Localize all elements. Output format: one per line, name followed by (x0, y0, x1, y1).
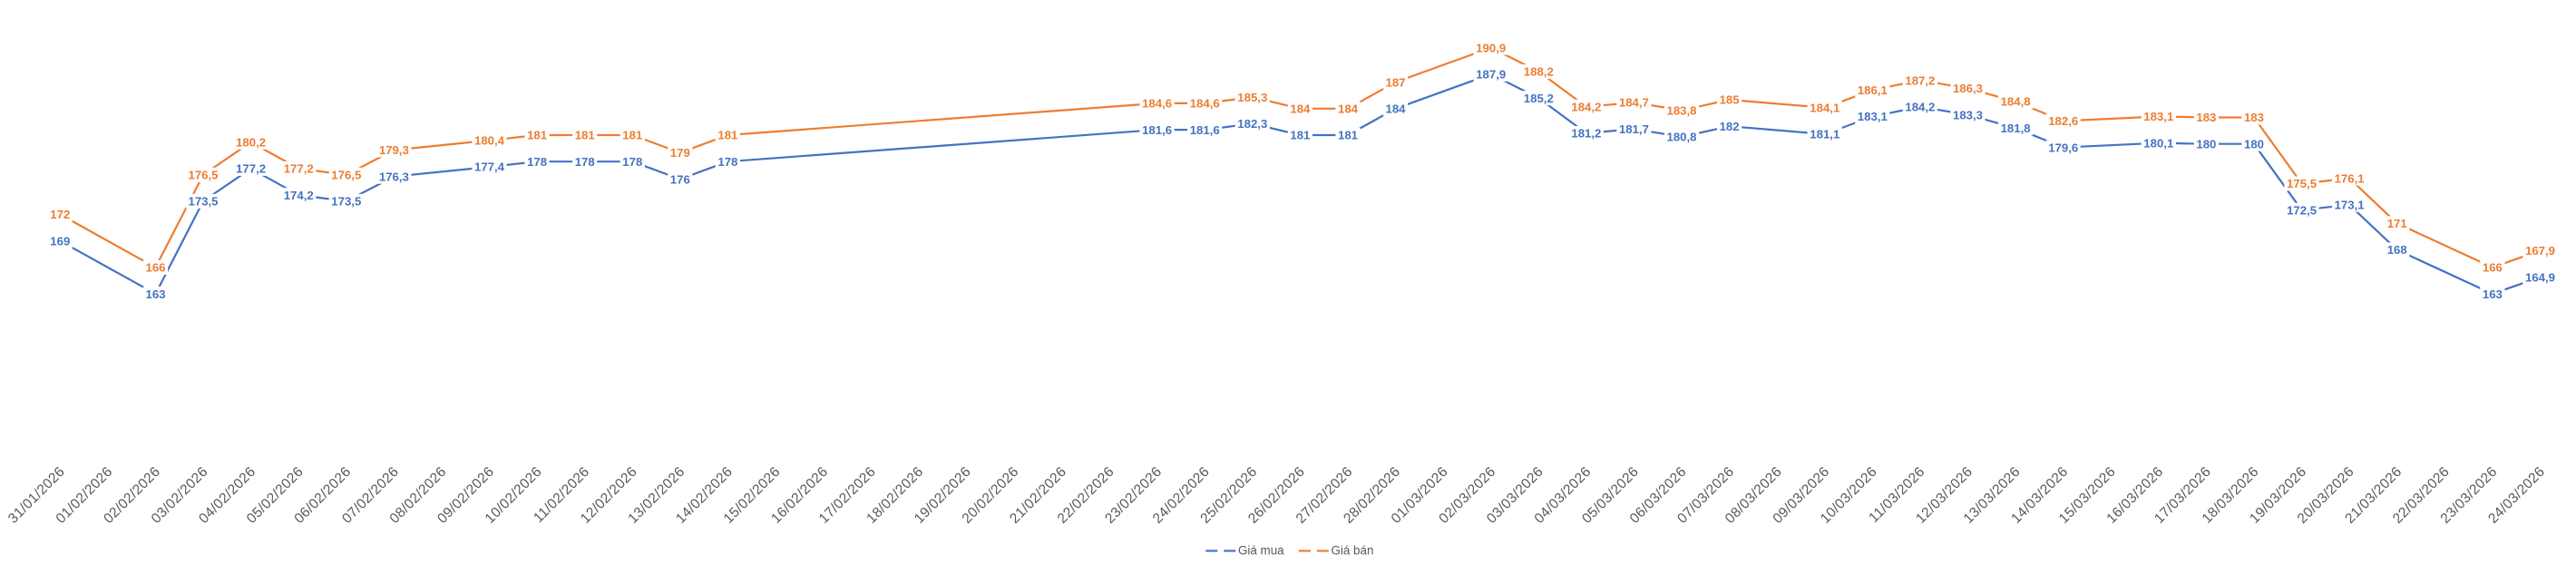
svg-text:190,9: 190,9 (1476, 41, 1506, 54)
svg-text:181,1: 181,1 (1810, 128, 1839, 141)
svg-text:185,2: 185,2 (1524, 92, 1554, 105)
svg-text:186,3: 186,3 (1953, 82, 1983, 95)
svg-text:178: 178 (575, 155, 595, 169)
svg-text:184,6: 184,6 (1190, 97, 1220, 111)
svg-text:184,6: 184,6 (1142, 97, 1172, 111)
svg-text:186,1: 186,1 (1858, 83, 1888, 97)
svg-text:176: 176 (670, 172, 690, 186)
svg-text:164,9: 164,9 (2525, 270, 2555, 284)
svg-text:179: 179 (670, 146, 690, 160)
svg-text:Giá mua: Giá mua (1238, 544, 1284, 558)
svg-text:169: 169 (50, 234, 70, 248)
svg-text:163: 163 (2483, 287, 2503, 301)
svg-text:176,3: 176,3 (379, 170, 409, 183)
svg-text:181: 181 (575, 129, 595, 142)
svg-text:177,4: 177,4 (474, 160, 505, 174)
svg-text:179,6: 179,6 (2048, 141, 2078, 154)
svg-text:183: 183 (2244, 111, 2264, 124)
svg-text:166: 166 (2483, 261, 2503, 275)
svg-text:181: 181 (1338, 129, 1358, 142)
svg-text:181,6: 181,6 (1142, 123, 1172, 137)
svg-text:167,9: 167,9 (2525, 244, 2555, 258)
svg-text:181: 181 (622, 129, 642, 142)
svg-text:183,3: 183,3 (1953, 108, 1983, 122)
svg-text:184: 184 (1385, 102, 1406, 116)
svg-text:177,2: 177,2 (284, 162, 314, 176)
svg-text:181,7: 181,7 (1619, 122, 1649, 136)
svg-text:Giá bán: Giá bán (1332, 544, 1374, 558)
svg-text:181: 181 (1290, 129, 1310, 142)
svg-text:185: 185 (1720, 93, 1740, 107)
svg-text:184,2: 184,2 (1905, 101, 1935, 114)
svg-text:181: 181 (527, 129, 547, 142)
svg-text:166: 166 (145, 261, 165, 275)
svg-text:173,5: 173,5 (188, 195, 218, 209)
svg-text:185,3: 185,3 (1237, 91, 1267, 104)
svg-text:176,1: 176,1 (2335, 171, 2365, 185)
svg-text:163: 163 (145, 287, 165, 301)
svg-text:171: 171 (2387, 217, 2407, 230)
svg-text:168: 168 (2387, 243, 2407, 257)
svg-text:178: 178 (717, 155, 737, 169)
svg-text:184,1: 184,1 (1810, 102, 1839, 115)
svg-text:176,5: 176,5 (331, 169, 361, 182)
svg-text:184,8: 184,8 (2001, 95, 2031, 109)
svg-text:172: 172 (50, 208, 70, 221)
svg-text:175,5: 175,5 (2287, 177, 2317, 190)
svg-text:187: 187 (1385, 75, 1405, 89)
svg-text:183: 183 (2196, 111, 2216, 124)
svg-text:173,5: 173,5 (331, 195, 361, 209)
svg-text:181,2: 181,2 (1571, 127, 1601, 141)
svg-text:172,5: 172,5 (2287, 203, 2317, 217)
svg-text:180,2: 180,2 (236, 136, 266, 150)
svg-text:176,5: 176,5 (188, 169, 218, 182)
svg-text:184: 184 (1290, 102, 1311, 116)
svg-text:177,2: 177,2 (236, 162, 266, 176)
svg-text:183,1: 183,1 (2143, 110, 2173, 123)
svg-text:183,8: 183,8 (1666, 103, 1696, 117)
svg-text:187,2: 187,2 (1905, 73, 1935, 87)
svg-text:180,8: 180,8 (1666, 131, 1696, 144)
svg-text:187,9: 187,9 (1476, 68, 1506, 82)
svg-text:179,3: 179,3 (379, 143, 409, 157)
svg-text:180: 180 (2196, 137, 2216, 151)
svg-text:178: 178 (527, 155, 547, 169)
svg-text:178: 178 (622, 155, 642, 169)
svg-text:184,7: 184,7 (1619, 96, 1649, 110)
svg-text:180,4: 180,4 (474, 134, 505, 148)
svg-text:181,8: 181,8 (2001, 122, 2031, 135)
svg-text:181: 181 (717, 129, 737, 142)
svg-text:173,1: 173,1 (2335, 199, 2365, 212)
svg-text:174,2: 174,2 (284, 189, 314, 202)
svg-text:180: 180 (2244, 137, 2264, 151)
svg-text:181,6: 181,6 (1190, 123, 1220, 137)
svg-text:184: 184 (1338, 102, 1359, 116)
svg-text:182: 182 (1720, 120, 1740, 133)
svg-text:183,1: 183,1 (1858, 110, 1888, 123)
svg-text:188,2: 188,2 (1524, 65, 1554, 79)
svg-text:180,1: 180,1 (2143, 136, 2173, 150)
svg-text:182,6: 182,6 (2048, 114, 2078, 128)
svg-text:184,2: 184,2 (1571, 101, 1601, 114)
svg-text:182,3: 182,3 (1237, 117, 1267, 131)
